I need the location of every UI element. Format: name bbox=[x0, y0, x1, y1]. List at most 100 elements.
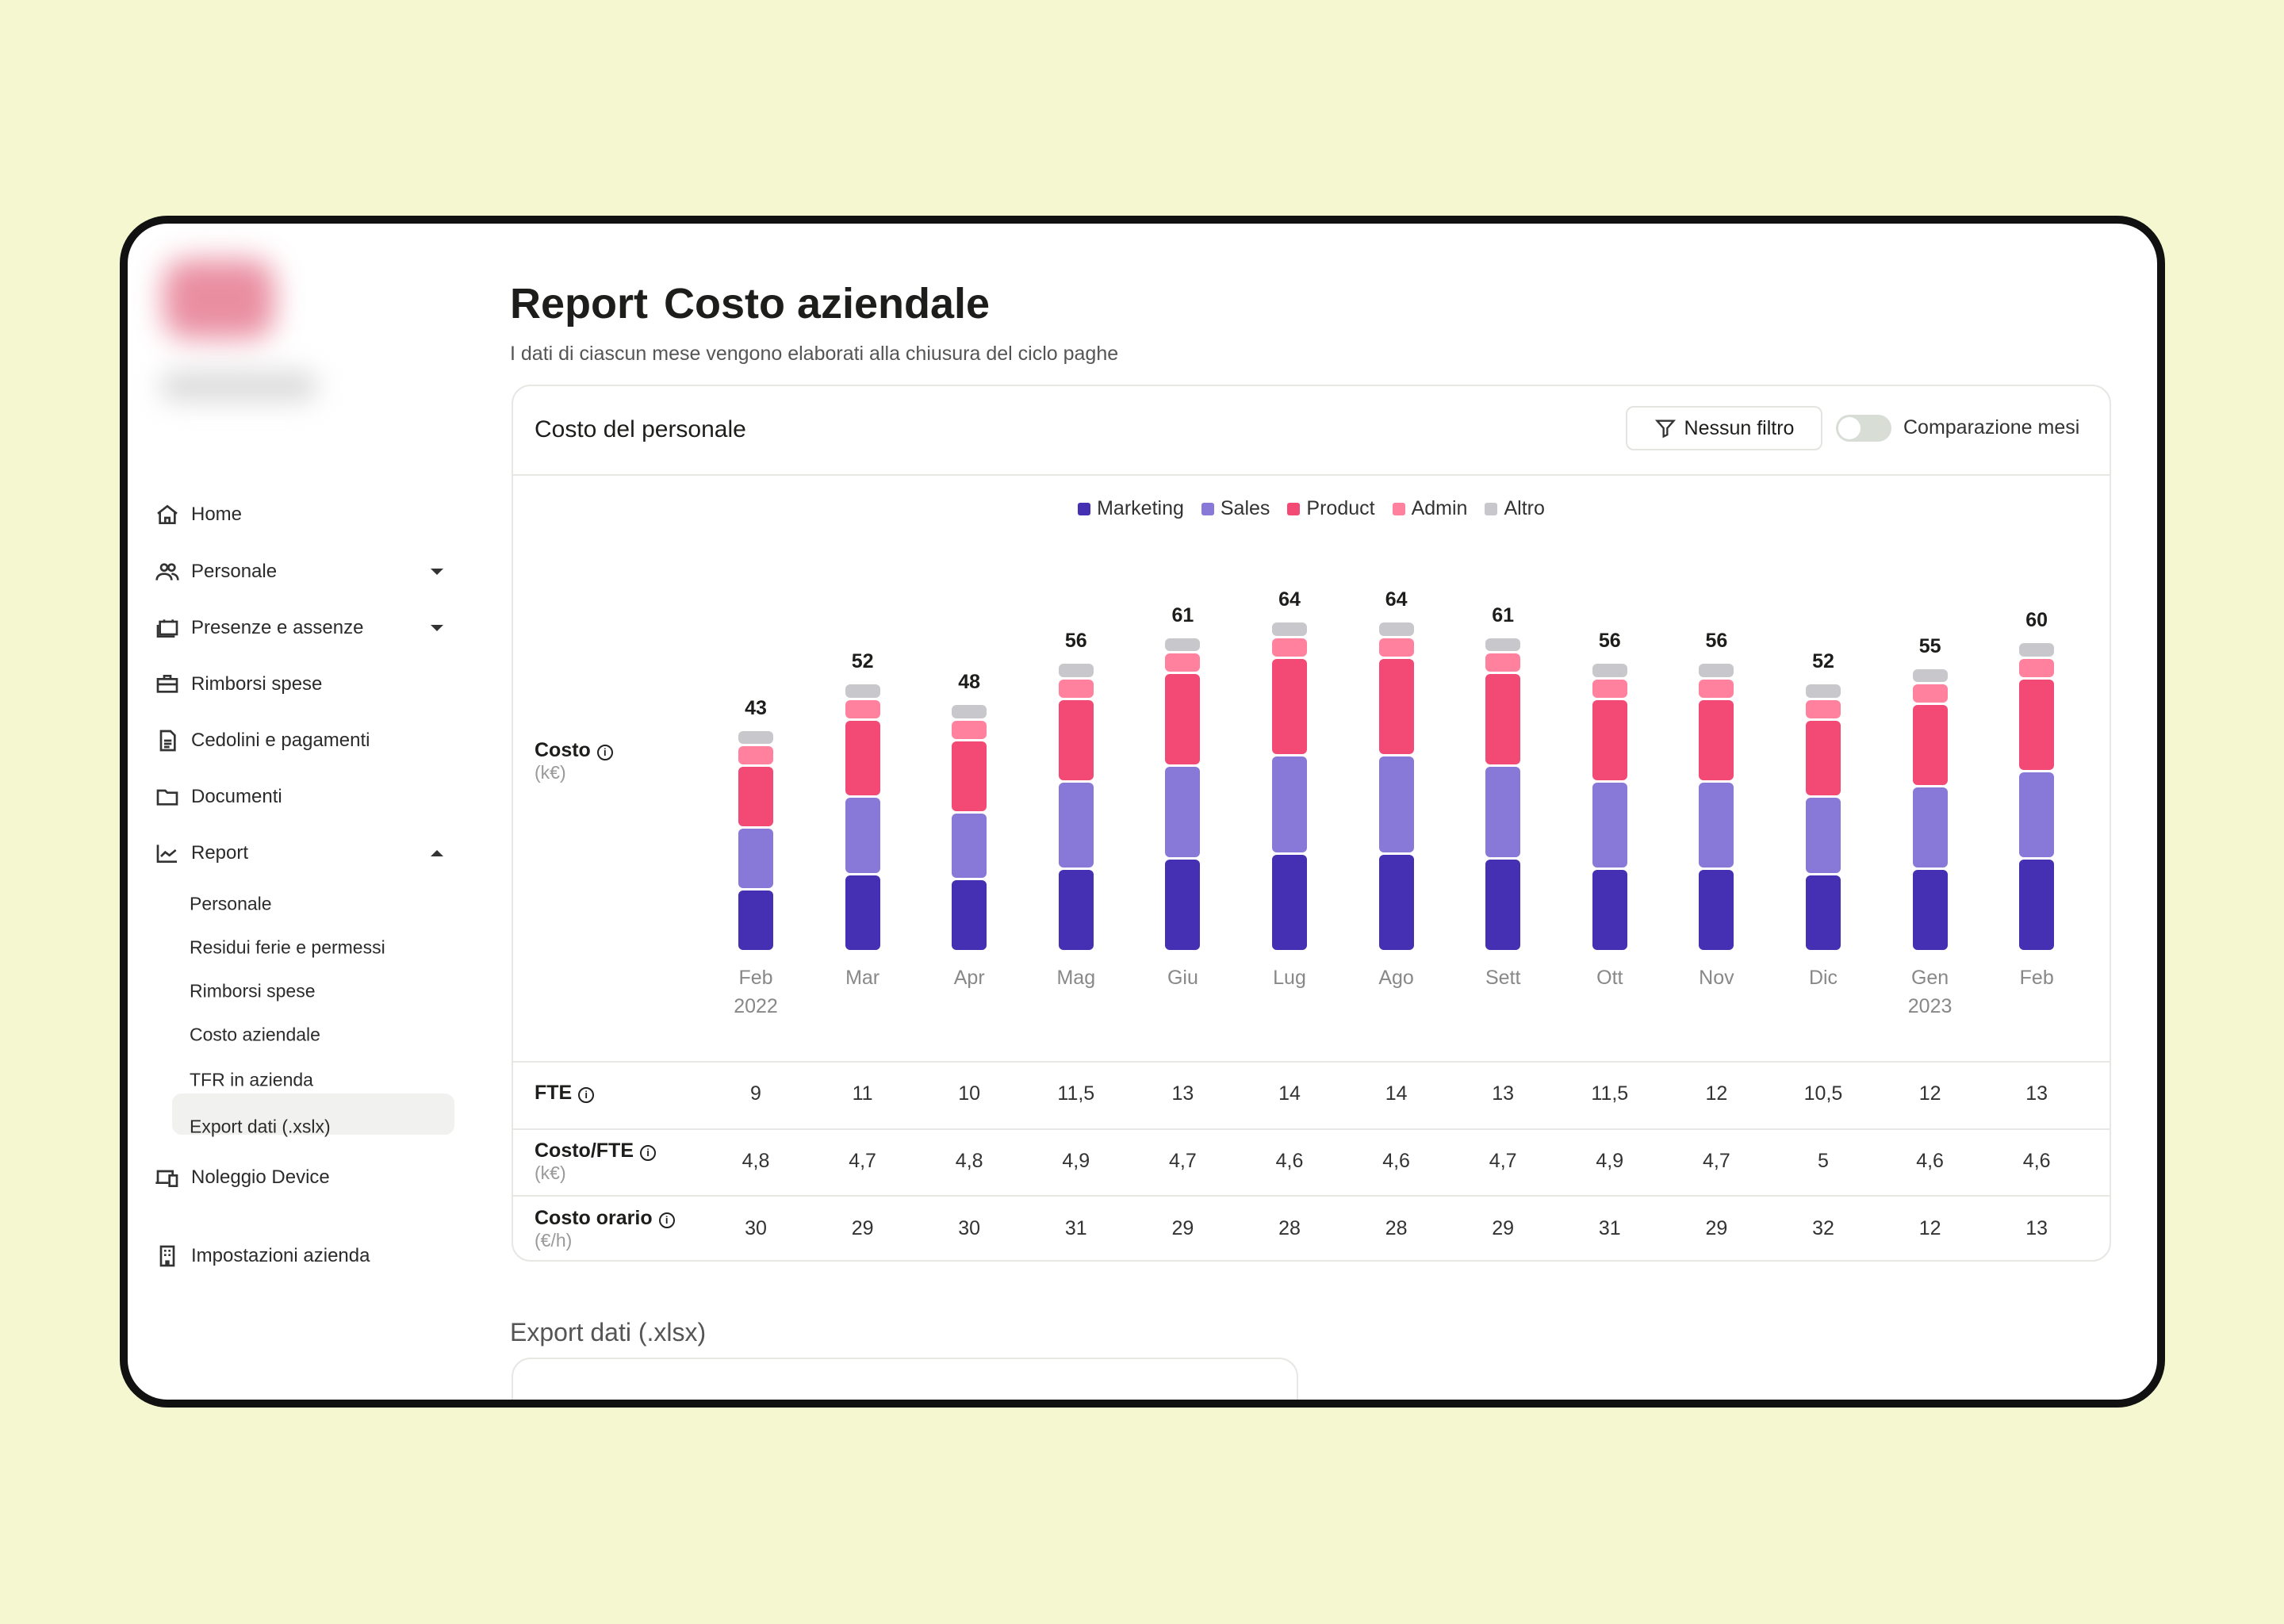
bar-segment-sales[interactable] bbox=[1806, 798, 1841, 873]
info-icon[interactable]: i bbox=[596, 745, 613, 760]
bar-segment-altro[interactable] bbox=[952, 705, 987, 718]
sidebar-item-noleggio[interactable]: Noleggio Device bbox=[155, 1162, 330, 1193]
bar-segment-marketing[interactable] bbox=[952, 880, 987, 950]
sidebar-item-report[interactable]: Report bbox=[155, 837, 248, 869]
bar-segment-product[interactable] bbox=[1378, 658, 1414, 754]
bar-segment-sales[interactable] bbox=[738, 829, 773, 888]
bar-segment-admin[interactable] bbox=[1378, 638, 1414, 657]
sidebar-subitem-tfr[interactable]: TFR in azienda bbox=[190, 1069, 313, 1090]
bar-segment-sales[interactable] bbox=[1378, 756, 1414, 852]
bar-segment-sales[interactable] bbox=[1165, 767, 1201, 857]
sidebar-item-presenze[interactable]: Presenze e assenze bbox=[155, 612, 363, 644]
bar-segment-altro[interactable] bbox=[1378, 622, 1414, 636]
bar-segment-product[interactable] bbox=[1806, 720, 1841, 795]
bar-segment-altro[interactable] bbox=[1806, 684, 1841, 698]
sidebar-item-home[interactable]: Home bbox=[155, 499, 242, 530]
sidebar-item-rimborsi[interactable]: Rimborsi spese bbox=[155, 668, 322, 700]
bar-segment-sales[interactable] bbox=[1272, 756, 1307, 852]
sidebar-subitem-personale[interactable]: Personale bbox=[190, 893, 272, 914]
bar-segment-product[interactable] bbox=[1912, 705, 1948, 785]
bar-segment-admin[interactable] bbox=[1806, 699, 1841, 718]
filter-button[interactable]: Nessun filtro bbox=[1626, 406, 1822, 450]
bar-segment-sales[interactable] bbox=[952, 813, 987, 878]
info-icon[interactable]: i bbox=[640, 1145, 656, 1161]
bar-segment-admin[interactable] bbox=[1058, 679, 1094, 698]
chevron-down-icon[interactable] bbox=[431, 569, 443, 575]
bar-segment-altro[interactable] bbox=[738, 730, 773, 744]
sidebar-item-impostazioni[interactable]: Impostazioni azienda bbox=[155, 1240, 370, 1272]
bar-segment-product[interactable] bbox=[845, 720, 880, 795]
bar-segment-sales[interactable] bbox=[1058, 782, 1094, 868]
legend-item-marketing[interactable]: Marketing bbox=[1078, 497, 1184, 520]
bar-total-label: 56 bbox=[1598, 630, 1621, 652]
bar-segment-admin[interactable] bbox=[1912, 684, 1948, 703]
legend-item-altro[interactable]: Altro bbox=[1485, 497, 1545, 520]
bar-segment-marketing[interactable] bbox=[1485, 860, 1521, 950]
bar-segment-admin[interactable] bbox=[2019, 658, 2055, 677]
bar-segment-sales[interactable] bbox=[2019, 772, 2055, 857]
sidebar-subitem-costo-aziendale[interactable]: Costo aziendale bbox=[190, 1024, 320, 1045]
chevron-up-icon[interactable] bbox=[431, 850, 443, 856]
bar-segment-marketing[interactable] bbox=[1272, 854, 1307, 950]
bar-segment-marketing[interactable] bbox=[1806, 875, 1841, 950]
bar-segment-product[interactable] bbox=[1058, 699, 1094, 780]
bar-segment-product[interactable] bbox=[1592, 699, 1627, 780]
table-cell: 30 bbox=[958, 1217, 981, 1239]
bar-segment-marketing[interactable] bbox=[1058, 870, 1094, 950]
table-cell: 4,9 bbox=[1062, 1150, 1090, 1172]
sidebar-item-documenti[interactable]: Documenti bbox=[155, 781, 282, 813]
table-cell: 4,6 bbox=[1275, 1150, 1304, 1172]
bar-segment-altro[interactable] bbox=[1272, 622, 1307, 636]
bar-segment-altro[interactable] bbox=[845, 684, 880, 698]
sidebar-subitem-export[interactable]: Export dati (.xslx) bbox=[190, 1116, 331, 1137]
legend-item-sales[interactable]: Sales bbox=[1201, 497, 1270, 520]
costo-unit: (k€) bbox=[535, 762, 566, 783]
bar-segment-product[interactable] bbox=[952, 741, 987, 811]
bar-segment-altro[interactable] bbox=[1699, 664, 1734, 677]
bar-segment-marketing[interactable] bbox=[1699, 870, 1734, 950]
bar-segment-sales[interactable] bbox=[845, 798, 880, 873]
bar-segment-marketing[interactable] bbox=[738, 891, 773, 950]
bar-segment-altro[interactable] bbox=[1912, 668, 1948, 682]
bar-segment-product[interactable] bbox=[1272, 658, 1307, 754]
bar-segment-admin[interactable] bbox=[738, 746, 773, 764]
info-icon[interactable]: i bbox=[658, 1212, 675, 1228]
bar-segment-admin[interactable] bbox=[1592, 679, 1627, 698]
bar-segment-altro[interactable] bbox=[1058, 664, 1094, 677]
bar-segment-sales[interactable] bbox=[1592, 782, 1627, 868]
bar-segment-marketing[interactable] bbox=[2019, 860, 2055, 950]
bar-segment-admin[interactable] bbox=[1699, 679, 1734, 698]
sidebar-subitem-rimborsi[interactable]: Rimborsi spese bbox=[190, 980, 316, 1002]
bar-segment-marketing[interactable] bbox=[1592, 870, 1627, 950]
bar-segment-product[interactable] bbox=[1485, 674, 1521, 764]
bar-segment-admin[interactable] bbox=[952, 720, 987, 739]
legend-item-product[interactable]: Product bbox=[1287, 497, 1375, 520]
sidebar-item-cedolini[interactable]: Cedolini e pagamenti bbox=[155, 725, 370, 756]
sidebar-subitem-residui[interactable]: Residui ferie e permessi bbox=[190, 936, 385, 958]
info-icon[interactable]: i bbox=[578, 1087, 595, 1103]
compare-months-toggle[interactable] bbox=[1836, 415, 1891, 442]
bar-segment-altro[interactable] bbox=[1592, 664, 1627, 677]
bar-segment-marketing[interactable] bbox=[1378, 854, 1414, 950]
bar-segment-sales[interactable] bbox=[1699, 782, 1734, 868]
bar-segment-admin[interactable] bbox=[845, 699, 880, 718]
bar-segment-sales[interactable] bbox=[1485, 767, 1521, 857]
bar-segment-marketing[interactable] bbox=[845, 875, 880, 950]
bar-segment-altro[interactable] bbox=[1485, 638, 1521, 651]
bar-segment-product[interactable] bbox=[2019, 679, 2055, 770]
bar-segment-admin[interactable] bbox=[1485, 653, 1521, 672]
bar-segment-admin[interactable] bbox=[1165, 653, 1201, 672]
bar-segment-marketing[interactable] bbox=[1912, 870, 1948, 950]
bar-segment-product[interactable] bbox=[738, 767, 773, 826]
bar-segment-product[interactable] bbox=[1165, 674, 1201, 764]
bar-segment-admin[interactable] bbox=[1272, 638, 1307, 657]
bar-segment-altro[interactable] bbox=[2019, 643, 2055, 657]
bar-segment-sales[interactable] bbox=[1912, 787, 1948, 868]
month-label: Giu bbox=[1135, 963, 1230, 992]
chevron-down-icon[interactable] bbox=[431, 625, 443, 631]
legend-item-admin[interactable]: Admin bbox=[1392, 497, 1467, 520]
bar-segment-product[interactable] bbox=[1699, 699, 1734, 780]
bar-segment-marketing[interactable] bbox=[1165, 860, 1201, 950]
bar-segment-altro[interactable] bbox=[1165, 638, 1201, 651]
sidebar-item-personale[interactable]: Personale bbox=[155, 556, 277, 588]
